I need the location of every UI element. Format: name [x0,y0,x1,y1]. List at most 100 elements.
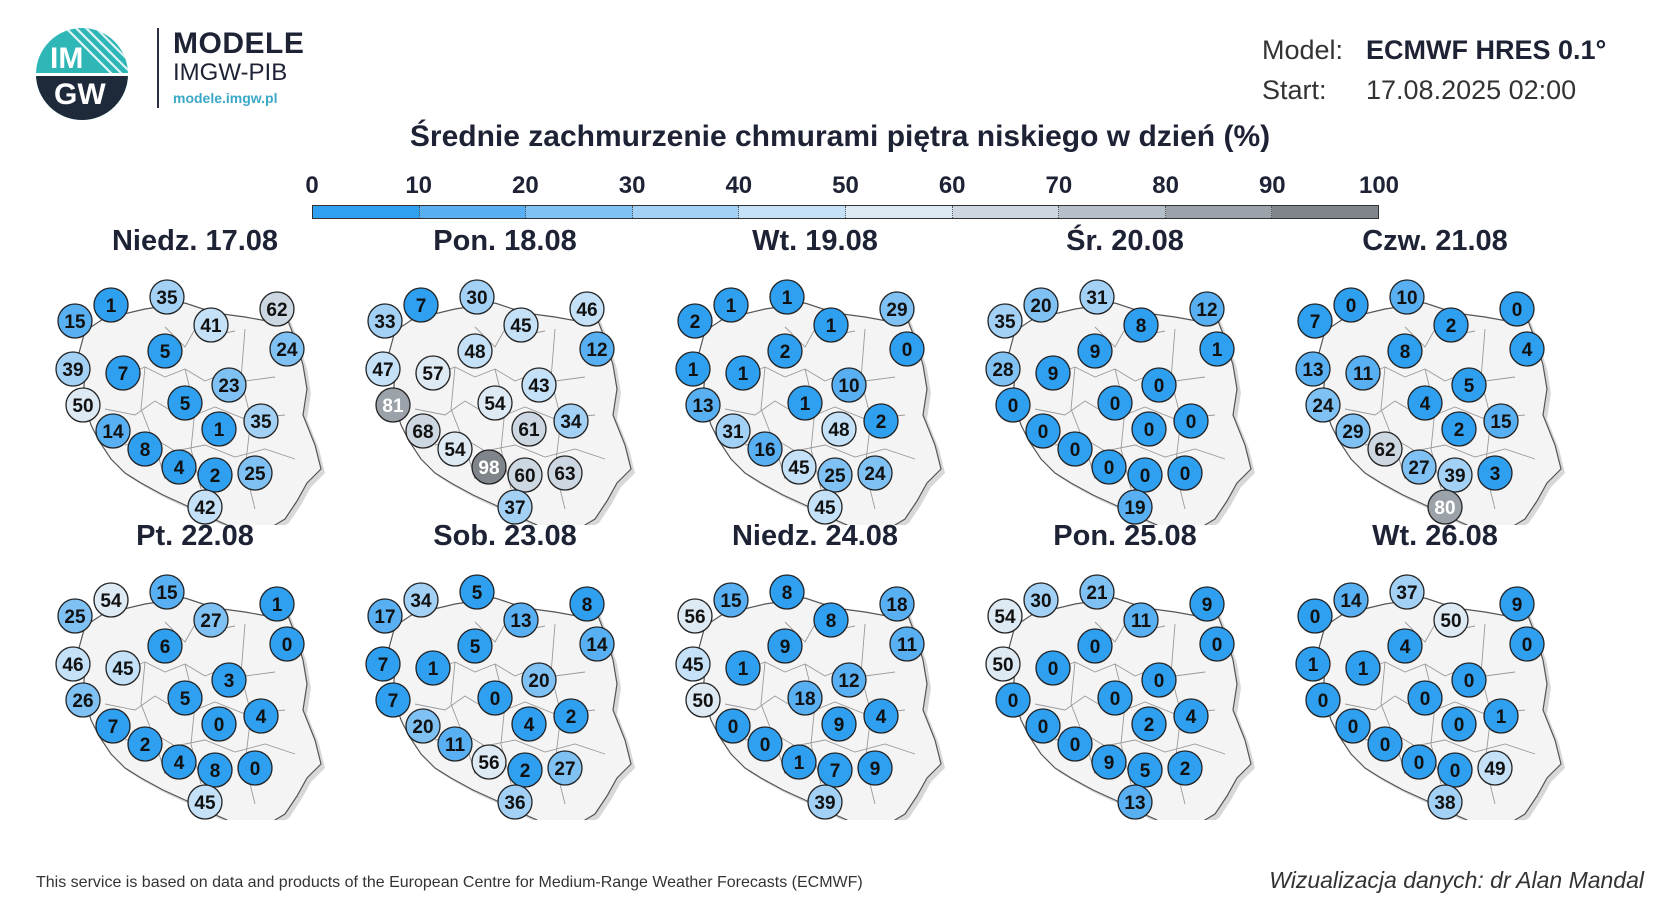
station-value: 1 [428,659,439,680]
station-circle [375,387,411,423]
station-marker: 50 [65,387,101,423]
station-circle [677,303,713,339]
station-circle [193,602,229,638]
station-circle [713,582,749,618]
station-marker: 9 [1499,586,1535,622]
station-marker: 1 [813,307,849,343]
station-circle [167,680,203,716]
station-circle [497,489,533,525]
station-circle [1189,586,1225,622]
station-value: 12 [1196,300,1217,321]
station-marker: 2 [127,726,163,762]
day-panel: Pon. 25.08 54 30 21 9 11 0 0 50 0 0 0 0 4 0 2 0 9 5 2 13 [975,520,1275,820]
region-border [140,366,166,480]
station-circle [1199,331,1235,367]
station-marker: 0 [1025,708,1061,744]
station-value: 2 [1144,715,1155,736]
station-circle [93,582,129,618]
station-value: 81 [382,396,404,417]
svg-text:IM: IM [50,42,83,75]
station-value: 2 [1446,316,1457,337]
station-marker: 34 [553,403,589,439]
station-value: 33 [374,312,395,333]
station-marker: 61 [511,411,547,447]
day-label: Wt. 19.08 [752,225,878,257]
station-circle [1123,307,1159,343]
colorbar-tick-label: 40 [725,172,753,199]
station-circle [269,331,305,367]
station-value: 0 [1070,735,1081,756]
station-marker: 8 [1123,307,1159,343]
station-circle [1401,449,1437,485]
station-circle [1441,706,1477,742]
station-value: 5 [1464,376,1475,397]
station-marker: 4 [863,698,899,734]
station-circle [569,291,605,327]
station-value: 8 [1136,316,1147,337]
station-value: 0 [1318,691,1329,712]
station-circle [889,626,925,662]
station-circle [677,598,713,634]
station-value: 46 [62,655,83,676]
model-info: Model: ECMWF HRES 0.1° Start: 17.08.2025 0… [1262,30,1606,110]
station-marker: 1 [1345,650,1381,686]
colorbar-segment [1272,206,1378,218]
station-marker: 19 [1117,489,1153,525]
station-value: 0 [1038,717,1049,738]
station-value: 30 [466,288,487,309]
brand-url[interactable]: modele.imgw.pl [173,90,278,106]
station-value: 7 [108,717,119,738]
station-circle [1483,403,1519,439]
station-value: 4 [524,715,535,736]
station-circle [1335,708,1371,744]
station-marker: 0 [1401,744,1437,780]
station-value: 0 [1348,717,1359,738]
station-marker: 35 [987,303,1023,339]
station-value: 0 [1038,422,1049,443]
colorbar-labels: 0 10 20 30 40 50 60 70 80 90 100 [305,172,1399,202]
station-value: 2 [210,466,221,487]
day-panel: Pt. 22.08 25 54 15 1 27 0 6 46 45 3 26 5 4 7 0 2 4 8 0 45 [45,520,345,820]
station-value: 0 [1454,715,1465,736]
station-circle [365,646,401,682]
station-marker: 15 [1483,403,1519,439]
station-value: 1 [1496,707,1507,728]
station-value: 21 [1086,583,1108,604]
station-marker: 0 [995,682,1031,718]
station-marker: 1 [93,287,129,323]
station-circle [511,411,547,447]
station-marker: 5 [1127,752,1163,788]
station-circle [149,279,185,315]
station-circle [521,367,557,403]
station-circle [127,726,163,762]
station-value: 56 [684,607,705,628]
colorbar-segment [845,206,953,218]
station-value: 47 [372,360,393,381]
station-circle [457,333,493,369]
station-marker: 25 [57,598,93,634]
station-marker: 2 [863,403,899,439]
station-circle [553,698,589,734]
station-circle [747,726,783,762]
station-circle [521,662,557,698]
station-value: 5 [472,583,483,604]
station-circle [57,303,93,339]
station-value: 24 [1312,396,1334,417]
station-circle [1335,413,1371,449]
station-marker: 2 [767,333,803,369]
station-circle [1117,784,1153,820]
station-value: 5 [160,342,171,363]
day-label: Pt. 22.08 [136,520,254,552]
station-circle [863,403,899,439]
station-marker: 7 [1297,303,1333,339]
station-value: 0 [1110,394,1121,415]
station-marker: 2 [1433,307,1469,343]
station-value: 0 [1140,466,1151,487]
station-circle [1367,726,1403,762]
station-value: 0 [1522,635,1533,656]
station-circle [437,431,473,467]
poland-map: 56 15 8 18 8 11 9 45 1 12 50 18 4 0 9 0 1 7 9 39 [675,574,945,820]
station-circle [1477,455,1513,491]
station-marker: 25 [817,457,853,493]
